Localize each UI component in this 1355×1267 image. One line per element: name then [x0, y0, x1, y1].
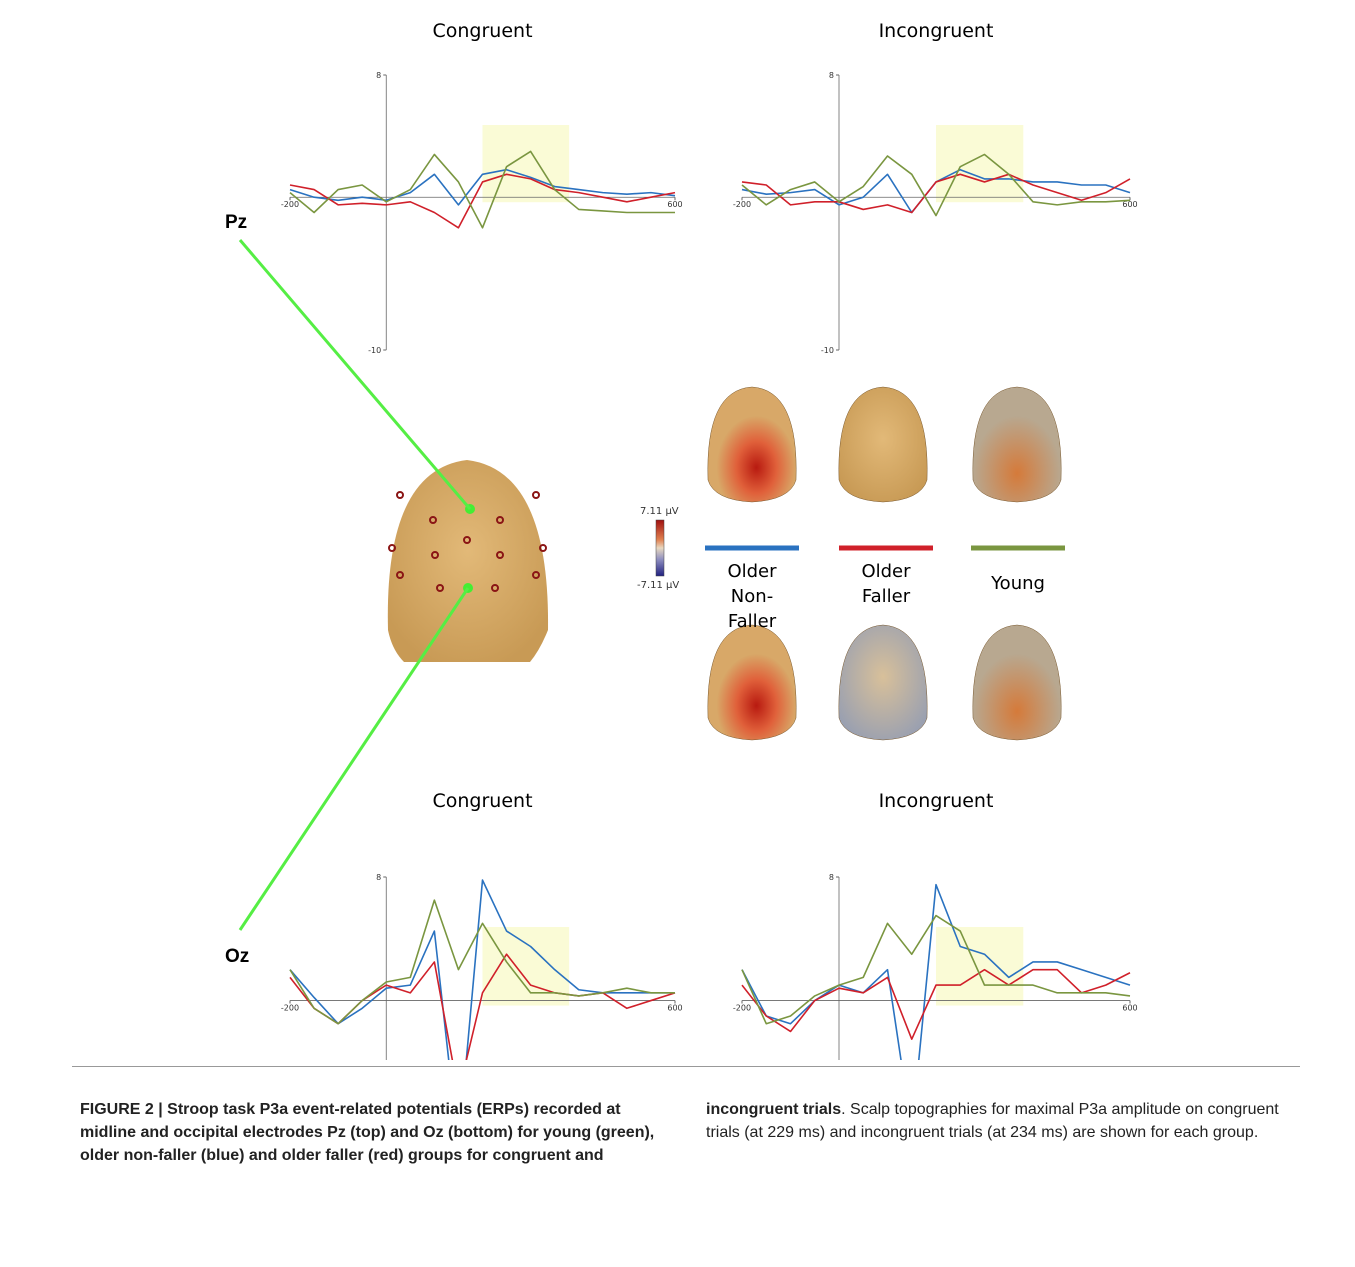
x-tick-label: -200 — [281, 200, 299, 209]
y-tick-label: 8 — [376, 71, 381, 80]
erp-line — [289, 168, 676, 206]
figure-graphics: Pz Oz 7.11 µV -7.11 µV Congruent -10 8 -200… — [225, 20, 1138, 1160]
highlight-window — [936, 125, 1024, 203]
legend-label: Young — [991, 573, 1045, 594]
y-tick-label: 8 — [829, 71, 834, 80]
erp-line — [741, 968, 1131, 1040]
erp-line — [289, 173, 676, 229]
erp-line — [289, 899, 675, 1025]
colorbar — [655, 519, 665, 577]
caption-label: FIGURE 2 | Stroop task P3a event-related… — [80, 1101, 842, 1164]
chart-title: Incongruent — [879, 20, 994, 42]
caption: FIGURE 2 | Stroop task P3a event-related… — [80, 1098, 1292, 1167]
y-tick-label: -10 — [368, 346, 381, 355]
erp-line — [741, 883, 1131, 1133]
chart-title: Incongruent — [879, 790, 994, 812]
y-tick-label: 8 — [376, 873, 381, 882]
electrode-label: Pz — [225, 212, 247, 233]
main-head — [238, 239, 549, 931]
topographies — [707, 386, 1062, 741]
caption-rule — [72, 1066, 1300, 1067]
x-tick-label: -200 — [733, 1004, 751, 1013]
x-tick-label: 600 — [667, 1004, 682, 1013]
legend-label: Older Non-Faller — [727, 561, 777, 632]
colorbar-max: 7.11 µV — [640, 506, 679, 517]
erp-line — [741, 173, 1131, 214]
caption-text: . Scalp topographies for maximal P3a amp… — [706, 1101, 1279, 1141]
y-tick-label: -10 — [821, 346, 834, 355]
electrode-label: Oz — [225, 946, 249, 967]
legend-label: Older Faller — [861, 561, 911, 607]
highlight-window — [936, 927, 1024, 1006]
chart-title: Congruent — [432, 790, 532, 812]
x-tick-label: 600 — [1122, 200, 1137, 209]
erp-line — [289, 879, 675, 1149]
x-tick-label: 600 — [1122, 1004, 1137, 1013]
erp-line — [289, 150, 675, 229]
chart-title: Congruent — [432, 20, 532, 42]
erp-line — [741, 153, 1131, 217]
x-tick-label: 600 — [667, 200, 682, 209]
erp-line — [741, 914, 1131, 1025]
x-tick-label: -200 — [733, 200, 751, 209]
x-tick-label: -200 — [281, 1004, 299, 1013]
colorbar-min: -7.11 µV — [637, 580, 679, 591]
y-tick-label: 8 — [829, 873, 834, 882]
